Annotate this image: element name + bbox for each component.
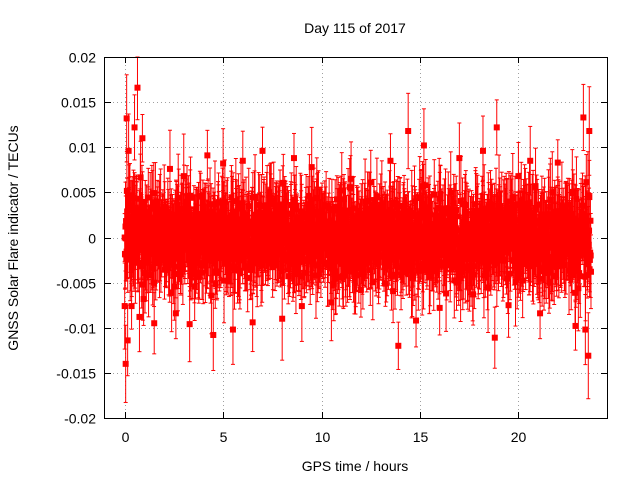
data-points — [121, 56, 594, 403]
